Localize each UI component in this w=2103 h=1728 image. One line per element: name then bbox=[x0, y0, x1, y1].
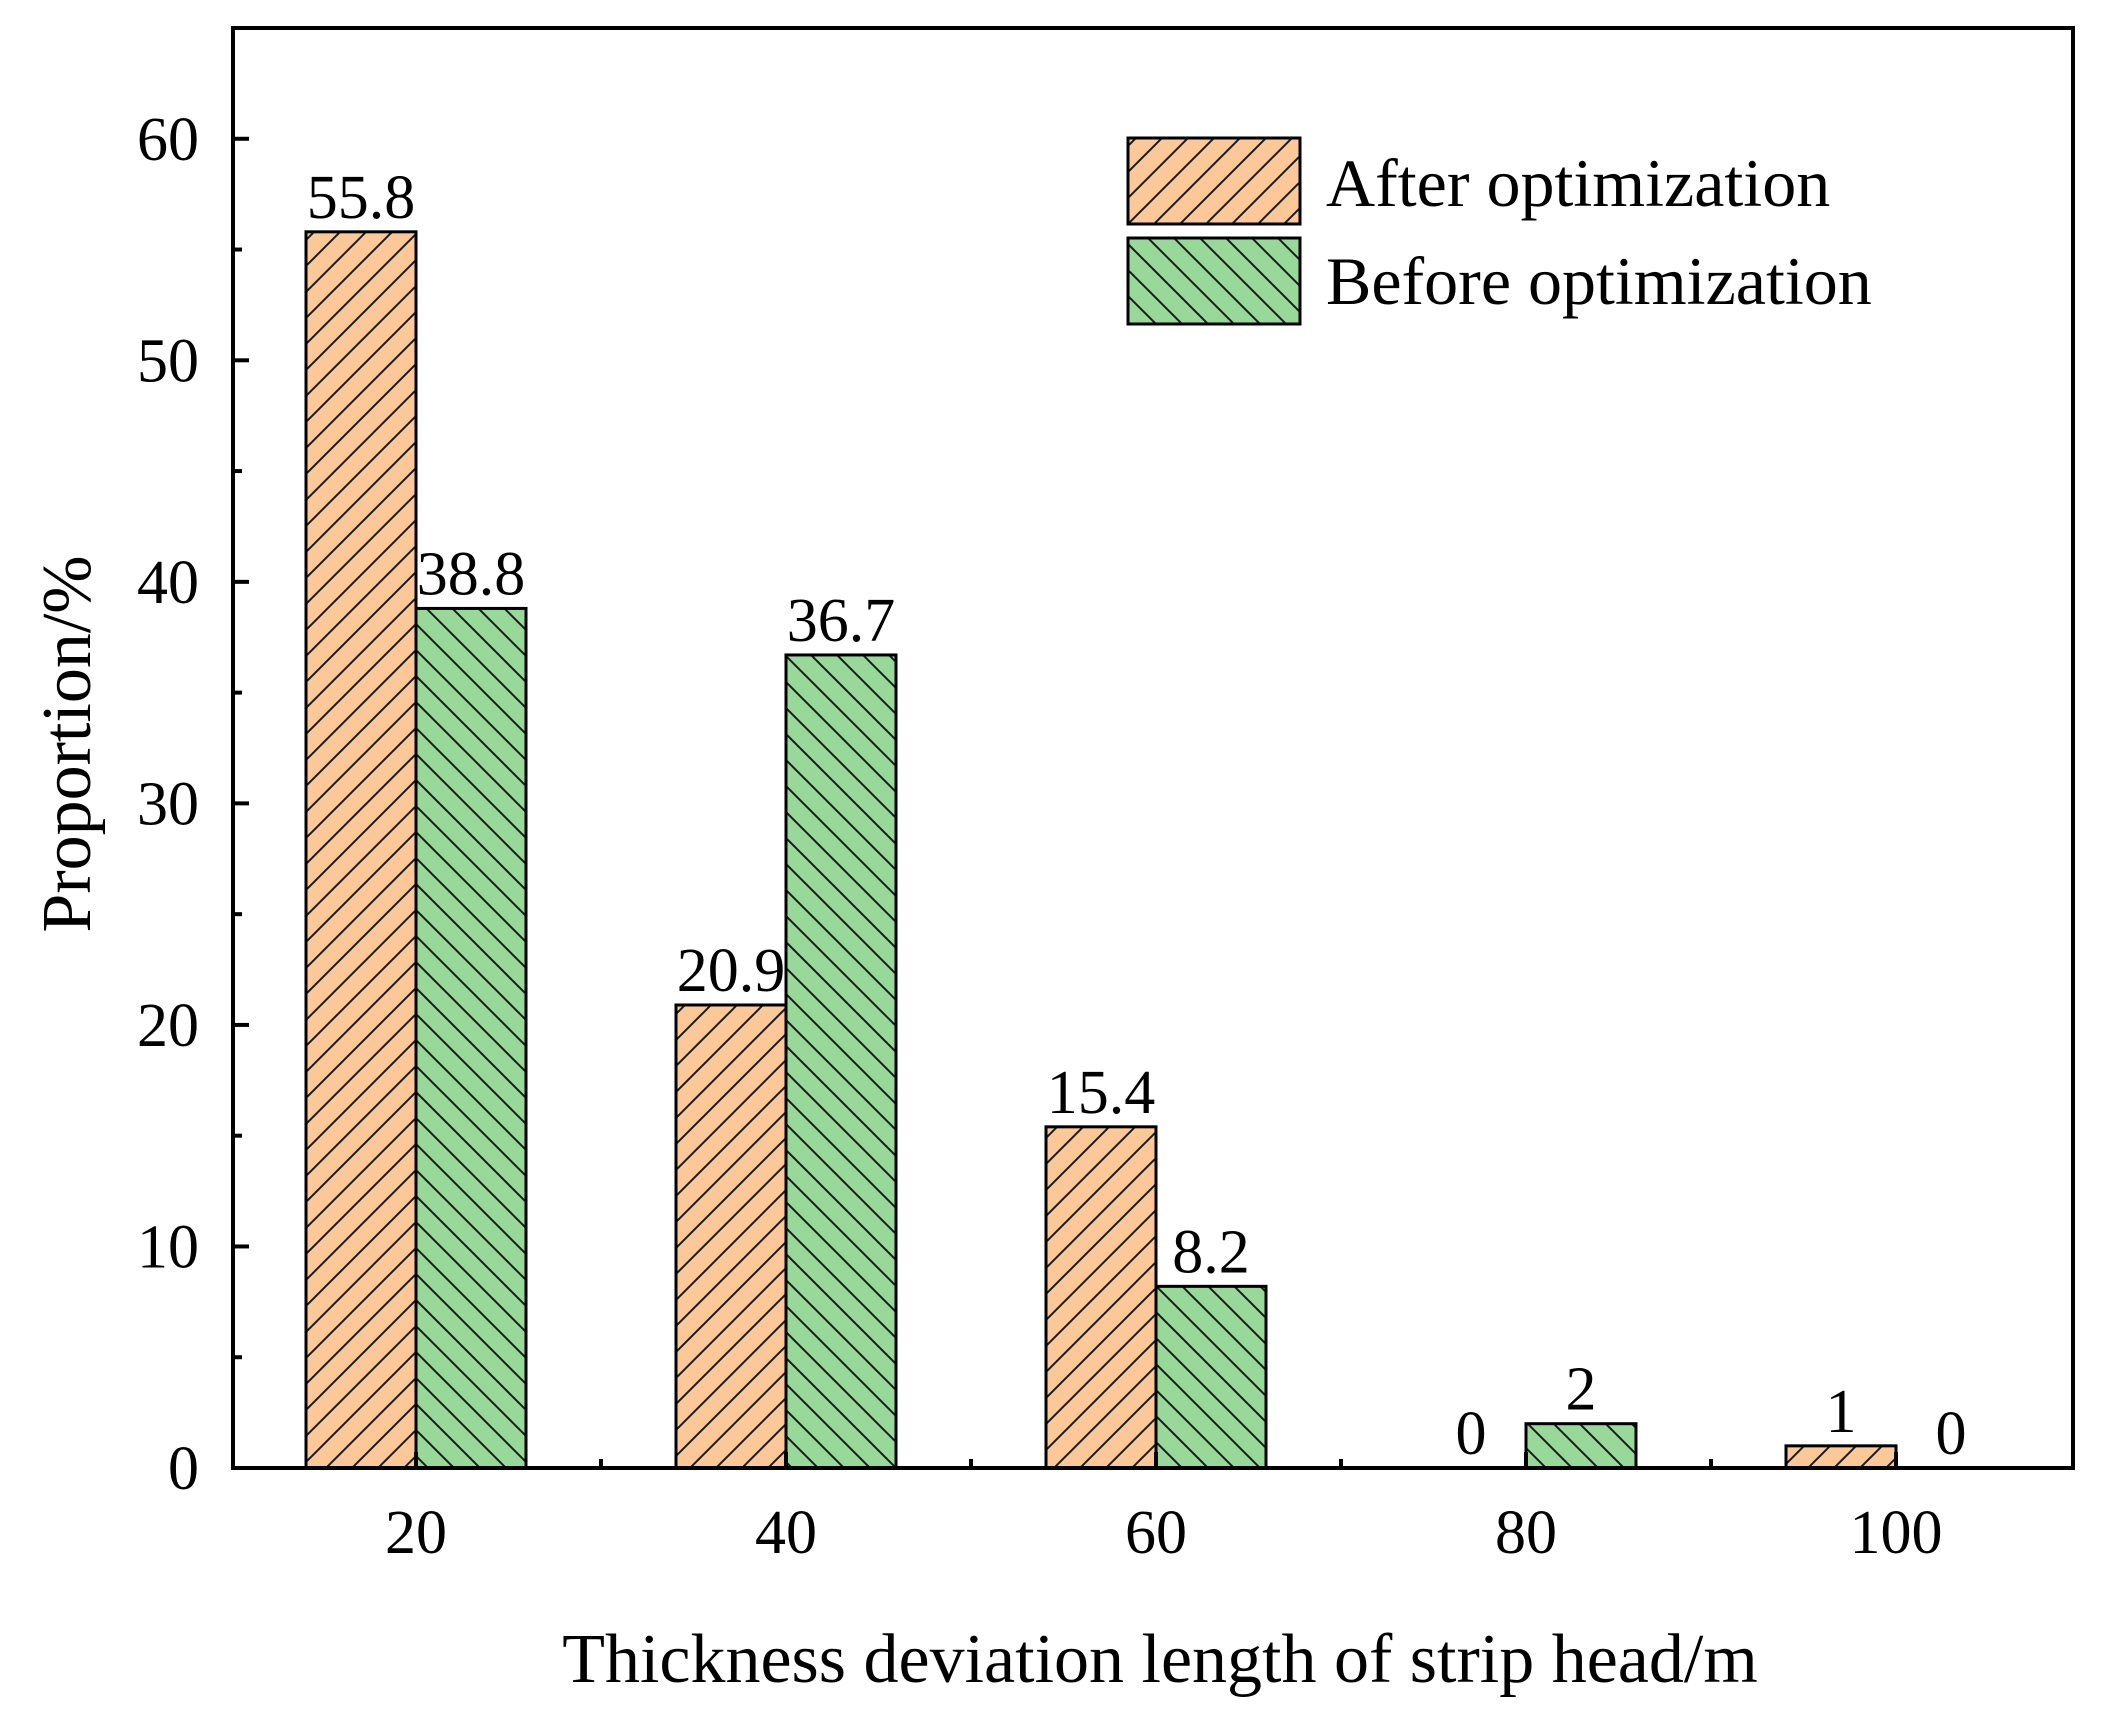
bars-layer bbox=[304, 230, 1898, 1470]
legend: After optimization Before optimization bbox=[1126, 136, 1872, 326]
bar-after-20 bbox=[304, 230, 418, 1470]
bar-value-label: 36.7 bbox=[787, 587, 896, 655]
x-tick-label: 100 bbox=[1850, 1499, 1943, 1567]
y-axis: 0 10 20 30 40 50 60 bbox=[137, 106, 249, 1503]
bar-value-label: 20.9 bbox=[677, 937, 786, 1005]
bar-before-20 bbox=[414, 606, 528, 1470]
legend-swatch-after bbox=[1126, 136, 1302, 226]
legend-label-after: After optimization bbox=[1326, 145, 1830, 221]
y-tick-label: 60 bbox=[137, 106, 199, 174]
bar-value-label: 38.8 bbox=[417, 540, 526, 608]
y-tick-label: 40 bbox=[137, 549, 199, 617]
bar-value-label: 2 bbox=[1566, 1356, 1597, 1424]
y-tick-label: 50 bbox=[137, 327, 199, 395]
x-tick-label: 80 bbox=[1495, 1499, 1557, 1567]
bar-value-label: 0 bbox=[1456, 1400, 1487, 1468]
y-tick-label: 10 bbox=[137, 1213, 199, 1281]
bar-after-100 bbox=[1784, 1444, 1898, 1470]
x-axis-title: Thickness deviation length of strip head… bbox=[562, 1621, 1758, 1698]
y-tick-label: 20 bbox=[137, 992, 199, 1060]
legend-swatch-before bbox=[1126, 236, 1302, 326]
bar-value-label: 0 bbox=[1936, 1400, 1967, 1468]
plot-frame bbox=[231, 26, 2075, 1470]
x-tick-label: 60 bbox=[1125, 1499, 1187, 1567]
y-tick-label: 0 bbox=[168, 1435, 199, 1503]
x-tick-label: 20 bbox=[385, 1499, 447, 1567]
bar-before-40 bbox=[784, 653, 898, 1470]
y-axis-title: Proportion/% bbox=[29, 555, 106, 932]
bar-before-80 bbox=[1524, 1422, 1638, 1470]
data-labels-layer: 55.8 20.9 15.4 0 1 38.8 36.7 8.2 2 0 bbox=[307, 164, 1967, 1468]
bar-after-60 bbox=[1044, 1125, 1158, 1470]
bar-before-60 bbox=[1154, 1284, 1268, 1470]
x-tick-label: 40 bbox=[755, 1499, 817, 1567]
x-axis: 20 40 60 80 100 bbox=[385, 1452, 1943, 1567]
bar-value-label: 8.2 bbox=[1172, 1218, 1250, 1286]
bar-value-label: 55.8 bbox=[307, 164, 416, 232]
bar-value-label: 15.4 bbox=[1047, 1059, 1156, 1127]
y-tick-label: 30 bbox=[137, 770, 199, 838]
bar-after-40 bbox=[674, 1003, 788, 1470]
legend-label-before: Before optimization bbox=[1326, 243, 1872, 319]
bar-value-label: 1 bbox=[1826, 1378, 1857, 1446]
